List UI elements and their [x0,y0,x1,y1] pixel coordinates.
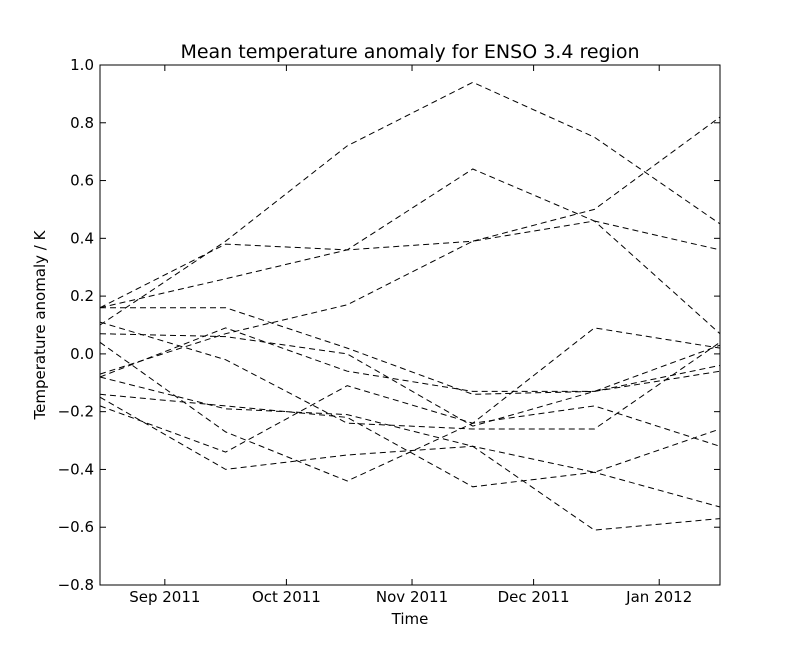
y-tick-label: 0.2 [70,287,94,305]
plot-lines [99,81,721,531]
y-tick-label: −0.8 [58,576,94,594]
series-line-10 [99,396,721,473]
series-line-2 [99,116,721,309]
x-axis: Sep 2011 Oct 2011 Nov 2011 Dec 2011 Jan 2012 [129,65,692,606]
series-line-5 [100,307,721,395]
series-line-1 [99,81,721,326]
x-tick-label: Sep 2011 [129,588,200,606]
x-axis-label: Time [391,610,429,628]
y-tick-label: 0.4 [70,229,94,247]
y-tick-label: 0.0 [70,345,94,363]
series-line-4 [99,168,721,335]
x-tick-label: Nov 2011 [376,588,448,606]
series-line-8 [99,321,721,430]
x-tick-label: Jan 2012 [625,588,692,606]
series-line-9 [99,327,721,453]
series-line-3 [99,220,721,375]
x-tick-label: Dec 2011 [498,588,570,606]
y-tick-label: 0.8 [70,114,94,132]
y-tick-label: −0.4 [58,460,94,478]
y-tick-label: −0.2 [58,403,94,421]
plot-frame [99,64,721,586]
y-tick-label: 0.6 [70,172,94,190]
y-axis-label: Temperature anomaly / K [31,229,49,420]
chart-title: Mean temperature anomaly for ENSO 3.4 re… [180,41,639,63]
y-axis: −0.8 −0.6 −0.4 −0.2 0.0 0.2 0.4 0.6 0.8 1.0 [58,56,720,594]
y-tick-label: −0.6 [58,518,94,536]
series-line-13 [99,393,721,508]
series-line-7 [99,327,721,392]
y-tick-label: 1.0 [70,56,94,74]
x-tick-label: Oct 2011 [252,588,321,606]
